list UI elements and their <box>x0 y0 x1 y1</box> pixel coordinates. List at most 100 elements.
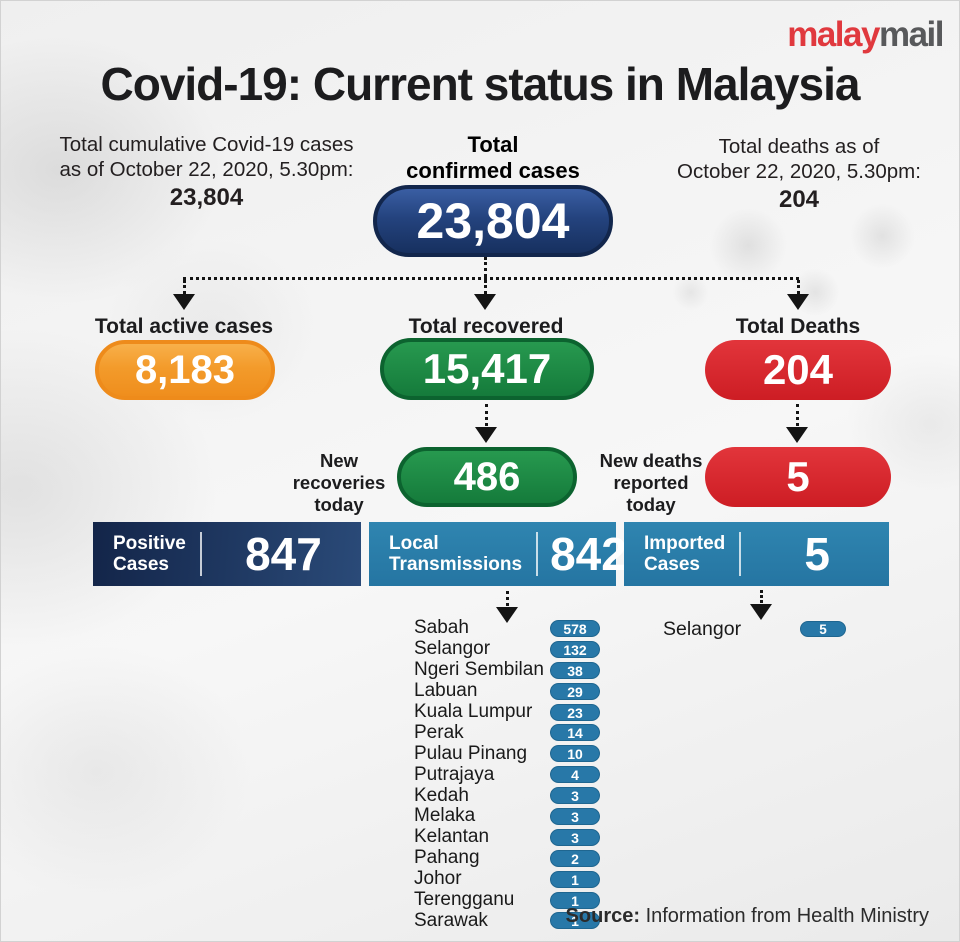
positive-label-line1: Positive <box>113 533 186 554</box>
local-label-line2: Transmissions <box>389 554 523 575</box>
connector-line <box>484 257 487 277</box>
total-deaths-label: Total Deaths <box>735 315 861 338</box>
state-row: Sarawak 1 <box>414 910 600 931</box>
arrow-down-icon <box>173 294 195 310</box>
deaths-value: 204 <box>778 186 820 213</box>
arrow-down-icon <box>750 604 772 620</box>
state-row: Perak 14 <box>414 722 600 743</box>
recovered-pill: 15,417 <box>380 338 594 400</box>
deaths-line2: October 22, 2020, 5.30pm: <box>677 160 921 183</box>
state-row: Kedah 3 <box>414 785 600 806</box>
logo-text-malay: malay <box>787 15 880 54</box>
state-value-pill: 4 <box>550 766 600 784</box>
arrow-down-icon <box>475 427 497 443</box>
new-deaths-line1: New deaths <box>599 450 703 471</box>
new-recoveries-line3: today <box>314 494 364 515</box>
state-name: Sabah <box>414 617 469 639</box>
bar-divider <box>536 532 539 576</box>
deaths-line1: Total deaths as of <box>718 135 880 158</box>
positive-label-line2: Cases <box>113 554 169 575</box>
new-recoveries-label: New recoveries today <box>284 450 394 516</box>
cumulative-cases-header: Total cumulative Covid-19 cases as of Oc… <box>29 132 384 210</box>
cumulative-line1: Total cumulative Covid-19 cases <box>59 133 354 156</box>
state-name: Pulau Pinang <box>414 742 528 764</box>
state-value-pill: 578 <box>550 619 600 637</box>
state-name: Kedah <box>414 784 469 806</box>
arrow-down-icon <box>474 294 496 310</box>
imported-label-line1: Imported <box>644 533 726 554</box>
malaymail-logo: malaymail <box>787 15 944 55</box>
active-cases-pill: 8,183 <box>95 340 275 400</box>
confirmed-label-line1: Total <box>467 132 519 157</box>
state-name: Ngeri Sembilan <box>414 659 544 681</box>
state-row: Melaka 3 <box>414 805 600 827</box>
state-row: Johor 1 <box>414 868 600 890</box>
positive-cases-bar: Positive Cases 847 <box>93 522 361 586</box>
imported-cases-bar: Imported Cases 5 <box>624 522 889 586</box>
state-name: Kelantan <box>414 826 490 848</box>
state-name: Terengganu <box>414 889 515 911</box>
local-transmissions-value: 842 <box>550 528 627 580</box>
total-deaths-header: Total deaths as of October 22, 2020, 5.3… <box>649 134 949 212</box>
new-recoveries-line2: recoveries <box>292 472 386 493</box>
state-row: Ngeri Sembilan 38 <box>414 659 600 681</box>
state-name: Johor <box>414 868 462 890</box>
local-label-line1: Local <box>389 533 439 554</box>
state-name: Selangor <box>414 638 491 660</box>
state-name: Sarawak <box>414 909 488 931</box>
confirmed-cases-pill: 23,804 <box>373 185 613 257</box>
positive-cases-bar-label: Positive Cases <box>113 533 186 575</box>
state-value-pill: 2 <box>550 849 600 867</box>
state-name: Melaka <box>414 805 476 827</box>
cumulative-value: 23,804 <box>169 184 244 211</box>
state-value-pill: 3 <box>550 787 600 805</box>
state-value-pill: 132 <box>550 640 600 658</box>
total-deaths-pill: 204 <box>705 340 891 400</box>
state-name: Pahang <box>414 847 480 869</box>
state-value-pill: 38 <box>550 661 600 679</box>
imported-cases-bar-label: Imported Cases <box>644 533 725 575</box>
state-row: Kuala Lumpur 23 <box>414 701 600 723</box>
bar-divider <box>739 532 742 576</box>
arrow-down-icon <box>496 607 518 623</box>
state-name: Putrajaya <box>414 763 495 785</box>
connector-line <box>183 277 799 280</box>
state-row: Pahang 2 <box>414 847 600 869</box>
active-cases-label: Total active cases <box>94 315 274 338</box>
state-row: Terengganu 1 <box>414 889 600 911</box>
page-title: Covid-19: Current status in Malaysia <box>100 58 861 110</box>
connector-line <box>506 591 509 606</box>
confirmed-label-line2: confirmed cases <box>406 158 580 183</box>
state-name: Labuan <box>414 680 478 702</box>
imported-label-line2: Cases <box>644 554 700 575</box>
imported-cases-value: 5 <box>804 528 830 580</box>
source-label: Source: <box>565 905 641 927</box>
state-value-pill: 10 <box>550 745 600 763</box>
new-recoveries-pill: 486 <box>397 447 577 507</box>
positive-cases-value: 847 <box>245 528 322 580</box>
connector-line <box>797 280 800 294</box>
source-text: Information from Health Ministry <box>640 905 929 927</box>
state-row: Pulau Pinang 10 <box>414 743 600 764</box>
state-value-pill: 1 <box>550 912 600 930</box>
new-deaths-pill: 5 <box>705 447 891 507</box>
state-row: Labuan 29 <box>414 680 600 702</box>
state-value-pill: 23 <box>550 703 600 721</box>
connector-line <box>183 280 186 294</box>
connector-line <box>485 404 488 426</box>
state-row: Kelantan 3 <box>414 826 600 848</box>
source-note: Source: Information from Health Ministry <box>566 905 929 928</box>
local-transmissions-state-list: Sabah 578 Selangor 132 Ngeri Sembilan 38 La… <box>414 617 600 931</box>
imported-state-name: Selangor <box>663 618 742 640</box>
connector-line <box>484 280 487 294</box>
recovered-label: Total recovered <box>408 315 564 338</box>
connector-line <box>760 590 763 603</box>
local-transmissions-bar-label: Local Transmissions <box>389 533 522 575</box>
state-row: Sabah 578 <box>414 617 600 639</box>
state-name: Perak <box>414 721 464 743</box>
state-row: Selangor 132 <box>414 638 600 660</box>
new-deaths-line2: reported <box>613 472 689 493</box>
state-name: Kuala Lumpur <box>414 701 533 723</box>
connector-line <box>796 404 799 426</box>
